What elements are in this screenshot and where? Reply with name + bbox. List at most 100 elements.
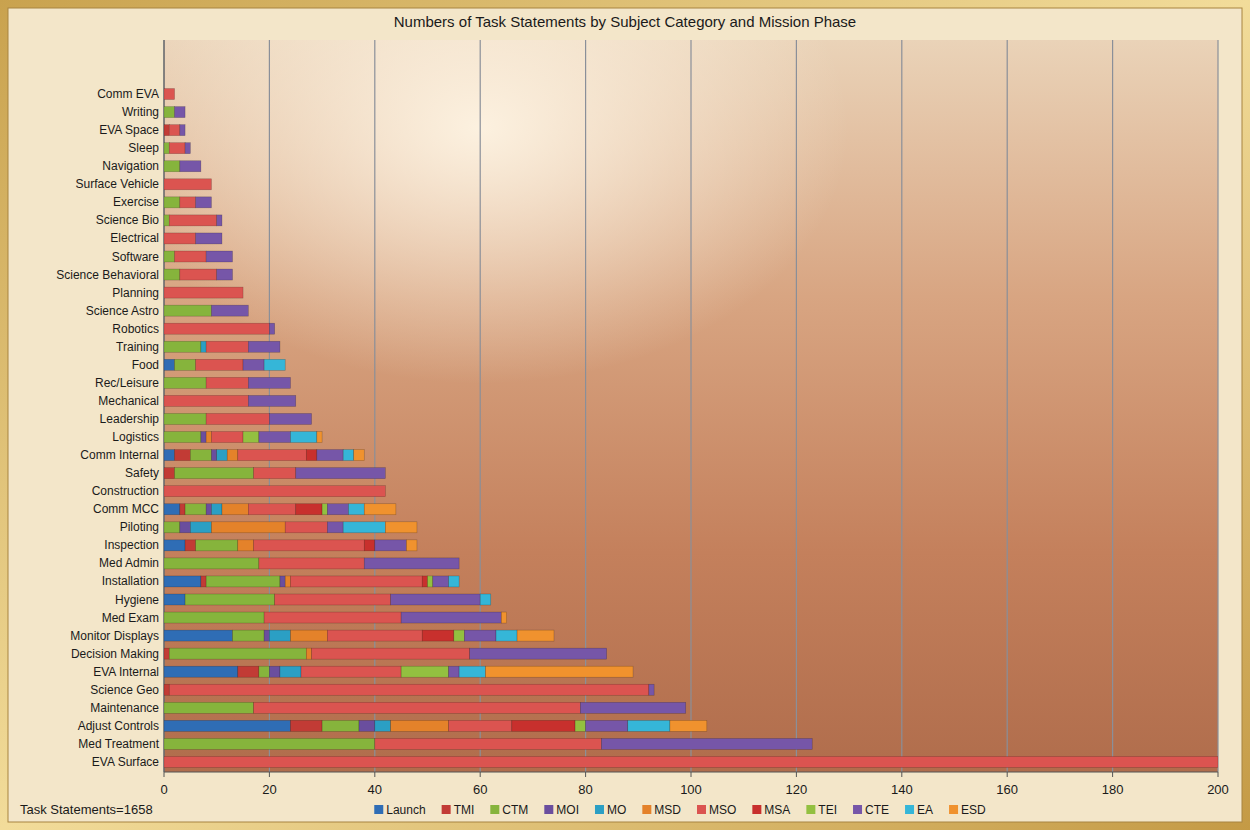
bar-segment [243,287,244,298]
legend-swatch [642,805,651,814]
bar-segment [391,594,481,605]
category-label: Monitor Displays [70,629,159,643]
tick-label: 200 [1207,782,1229,797]
bar-segment [164,540,185,551]
bar-segment [301,666,401,677]
bar-segment [185,107,186,118]
bar-segment [327,630,422,641]
bar-segment [164,738,375,749]
bar-segment [485,666,633,677]
legend-swatch [442,805,451,814]
bar-segment [164,89,175,100]
tick-label: 20 [262,782,276,797]
bar-segment [221,233,222,244]
legend-swatch [595,805,604,814]
tick-mark [374,772,375,777]
bars [164,89,1218,768]
bar-segment [264,612,401,623]
bar-segment [449,666,460,677]
tick-label: 40 [368,782,382,797]
bar-segment [211,522,285,533]
bar-segment [174,89,175,100]
bar-segment [221,233,222,244]
bar-segment [164,558,259,569]
category-label: Electrical [110,231,159,245]
category-label: Med Treatment [78,737,159,751]
bar-segment [175,359,196,370]
tick-label: 120 [786,782,808,797]
category-label: Logistics [112,430,159,444]
bar-segment [164,594,185,605]
tick-label: 100 [680,782,702,797]
category-label: EVA Space [99,123,159,137]
bar-segment [206,576,280,587]
grid-line [585,40,586,772]
bar-segment [317,450,343,461]
bar-segment [164,648,169,659]
bar-segment [459,558,460,569]
bar-segment [317,432,322,443]
bar-segment [238,666,259,677]
tick-mark [691,772,692,777]
bar-segment [201,576,206,587]
bar-segment [311,413,312,424]
bar-segment [164,630,233,641]
bar-segment [164,323,269,334]
category-label: Comm EVA [97,87,159,101]
bar-segment [221,215,222,226]
bar-segment [480,594,491,605]
bar-segment [206,413,269,424]
category-label: Rec/Leisure [95,376,159,390]
category-label: Comm MCC [93,502,159,516]
bar-segment [164,233,196,244]
category-label: Mechanical [98,394,159,408]
legend-label: MSA [764,803,790,817]
bar-segment [685,702,686,713]
category-label: Software [112,250,160,264]
bar-segment [364,504,396,515]
bar-segment [185,540,196,551]
bar-segment [385,486,386,497]
category-label: Writing [122,105,159,119]
bar-segment [295,395,296,406]
category-label: Construction [92,484,159,498]
annotation: Task Statements=1658 [20,802,153,817]
bar-segment [232,251,233,262]
bar-segment [422,630,454,641]
background [0,0,1250,830]
bar-segment [433,576,449,587]
bar-segment [601,738,812,749]
bar-segment [190,450,211,461]
bar-segment [580,702,685,713]
legend: LaunchTMICTMMOIMOMSDMSOMSATEICTEEAESD [374,803,986,817]
bar-segment [201,341,206,352]
bar-segment [174,89,175,100]
legend-swatch [806,805,815,814]
bar-segment [327,522,343,533]
bar-segment [459,666,485,677]
bar-segment [327,504,348,515]
bar-segment [174,89,175,100]
bar-segment [175,468,254,479]
bar-segment [290,377,291,388]
category-label: Planning [112,286,159,300]
bar-segment [164,179,211,190]
bar-segment [269,630,290,641]
bar-segment [180,125,185,136]
bar-segment [164,341,201,352]
category-label: Exercise [113,195,159,209]
bar-segment [206,341,248,352]
bar-segment [217,450,228,461]
bar-segment [164,468,175,479]
bar-segment [169,215,216,226]
bar-segment [375,540,407,551]
bar-segment [185,125,186,136]
bar-segment [185,594,275,605]
bar-segment [459,576,460,587]
legend-label: TEI [818,803,837,817]
bar-segment [164,684,169,695]
legend-swatch [544,805,553,814]
bar-segment [812,738,813,749]
bar-segment [190,143,191,154]
grid-line [901,40,902,772]
